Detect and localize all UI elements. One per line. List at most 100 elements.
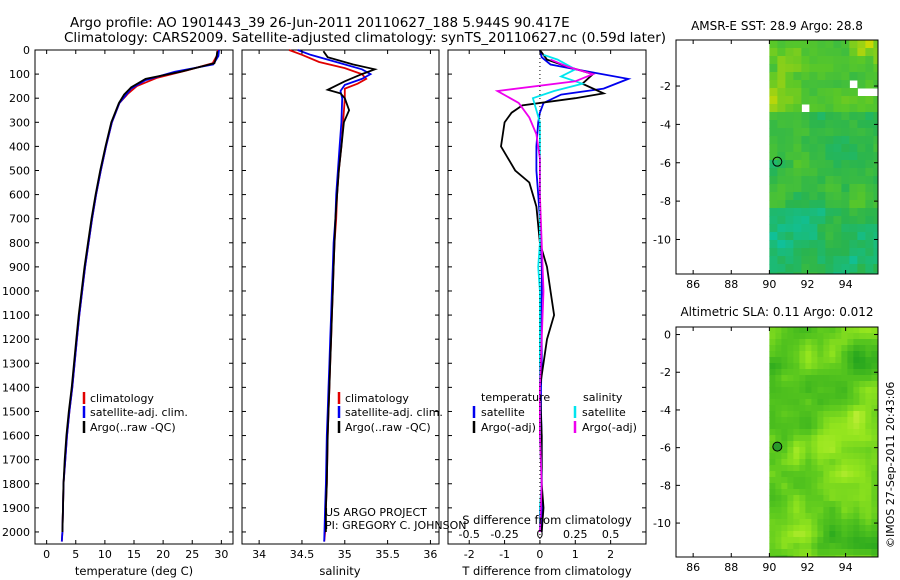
map-cell [835, 417, 842, 424]
map-cell [847, 441, 854, 448]
map-cell [799, 531, 806, 538]
map-cell [777, 40, 786, 49]
temperature-series [60, 49, 220, 542]
map-cell [811, 453, 818, 460]
map-cell [847, 537, 854, 544]
map-cell [781, 441, 788, 448]
map-cell [833, 248, 842, 257]
salinity-panel-frame [241, 49, 440, 545]
map-cell [785, 72, 794, 81]
map-cell [871, 507, 878, 514]
map-cell [781, 447, 788, 454]
map-cell [785, 152, 794, 161]
map-cell [775, 423, 782, 430]
map-cell [833, 232, 842, 241]
map-cell [787, 399, 794, 406]
map-cell [817, 525, 824, 532]
map-cell [847, 507, 854, 514]
map-cell [777, 104, 786, 113]
map-cell [823, 483, 830, 490]
map-cell [829, 453, 836, 460]
map-cell [785, 168, 794, 177]
map-cell [805, 393, 812, 400]
map-cell [775, 411, 782, 418]
map-cell [847, 489, 854, 496]
map-cell [853, 339, 860, 346]
map-cell [853, 525, 860, 532]
map-cell [835, 519, 842, 526]
map-cell [835, 459, 842, 466]
map-cell [857, 80, 866, 89]
map-cell [841, 96, 850, 105]
map-cell [811, 483, 818, 490]
map-cell [871, 543, 878, 550]
map-cell [871, 393, 878, 400]
map-cell [811, 327, 818, 334]
map-cell [859, 411, 866, 418]
map-cell [787, 507, 794, 514]
map-cell [841, 483, 848, 490]
map-cell [841, 513, 848, 520]
map-cell [849, 56, 858, 65]
map-cell [859, 441, 866, 448]
map-cell [787, 459, 794, 466]
map-cell [781, 465, 788, 472]
map-cell [841, 264, 850, 273]
map-cell [825, 248, 834, 257]
map-cell [849, 40, 858, 49]
map-cell [835, 429, 842, 436]
map-cell [833, 48, 842, 57]
map-cell [769, 483, 776, 490]
map-cell [775, 363, 782, 370]
map-cell [859, 405, 866, 412]
map-cell [871, 519, 878, 526]
map-cell [857, 248, 866, 257]
map-cell [835, 525, 842, 532]
map-cell [859, 483, 866, 490]
map-cell [801, 40, 810, 49]
map-cell [829, 417, 836, 424]
map-y-tick-label: -8 [660, 479, 671, 492]
map-cell [829, 393, 836, 400]
map-cell [801, 48, 810, 57]
s-diff-tick-label: 0.25 [563, 528, 588, 541]
series-line-argo-raw-qc- [61, 51, 219, 533]
map-cell [833, 240, 842, 249]
map-cell [809, 272, 818, 274]
map-cell [859, 501, 866, 508]
map-cell [865, 519, 872, 526]
map-cell [809, 80, 818, 89]
map-cell [793, 224, 802, 233]
map-cell [833, 192, 842, 201]
map-cell [873, 192, 878, 201]
map-cell [775, 537, 782, 544]
map-cell [801, 240, 810, 249]
map-cell [809, 56, 818, 65]
map-cell [873, 48, 878, 57]
map-cell [847, 465, 854, 472]
map-cell [871, 363, 878, 370]
map-cell [817, 423, 824, 430]
map-cell [865, 96, 874, 105]
map-cell [793, 64, 802, 73]
map-cell [841, 40, 850, 49]
map-cell [793, 232, 802, 241]
map-cell [799, 525, 806, 532]
map-cell [799, 555, 806, 557]
map-cell [781, 381, 788, 388]
map-cell [793, 88, 802, 97]
map-cell [809, 216, 818, 225]
map-cell [799, 381, 806, 388]
map-cell [849, 240, 858, 249]
map-cell [769, 519, 776, 526]
map-cell [775, 369, 782, 376]
legend-label-s-argo: Argo(-adj) [582, 421, 637, 434]
map-cell [799, 537, 806, 544]
map-cell [873, 240, 878, 249]
map-cell [809, 136, 818, 145]
map-cell [865, 489, 872, 496]
map-cell [833, 80, 842, 89]
map-cell [809, 232, 818, 241]
map-cell [817, 543, 824, 550]
map-cell [787, 501, 794, 508]
